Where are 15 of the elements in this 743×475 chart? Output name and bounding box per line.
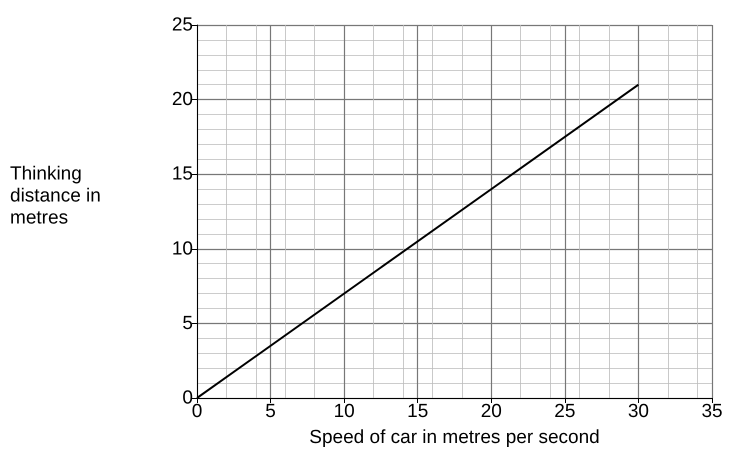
x-tick-label: 10 [334, 401, 355, 422]
x-axis-title: Speed of car in metres per second [309, 427, 600, 448]
y-tick-label: 5 [182, 312, 193, 334]
x-tick-label: 25 [554, 401, 576, 422]
x-tick-label: 35 [701, 401, 723, 422]
y-tick-label: 15 [172, 164, 193, 185]
y-axis-title: Thinking distance in metres [10, 164, 106, 228]
x-tick-label: 20 [480, 401, 502, 422]
x-tick-label: 30 [628, 401, 649, 422]
y-tick-label: 10 [172, 238, 193, 260]
x-tick-label: 15 [407, 401, 428, 422]
x-tick-label: 5 [265, 401, 276, 422]
y-tick-label: 25 [172, 14, 193, 36]
y-tick-label: 20 [172, 89, 193, 110]
y-tick-label: 0 [182, 388, 193, 408]
